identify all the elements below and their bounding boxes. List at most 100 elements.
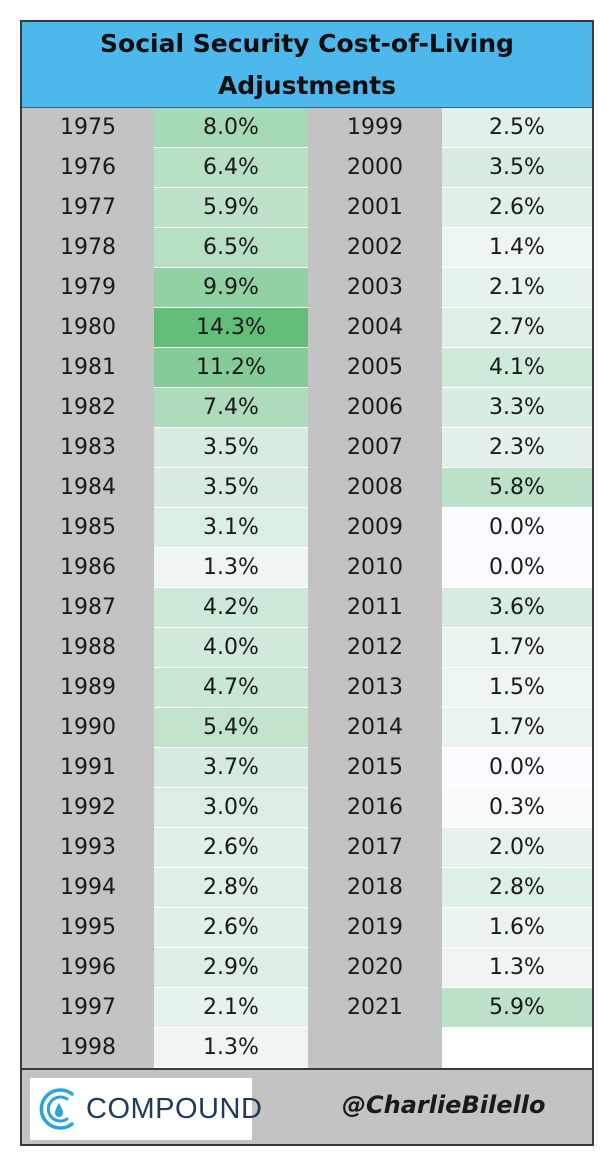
year-cell: 2015 <box>308 748 442 788</box>
year-cell: 2013 <box>308 668 442 708</box>
year-cell: 2021 <box>308 988 442 1028</box>
cola-value-cell: 4.0% <box>154 628 308 668</box>
cola-value-cell: 2.6% <box>154 908 308 948</box>
year-cell: 2004 <box>308 308 442 348</box>
cola-value-cell: 5.8% <box>442 468 592 508</box>
cola-value-cell: 3.5% <box>154 428 308 468</box>
cola-value-cell: 0.3% <box>442 788 592 828</box>
cola-value-cell: 1.4% <box>442 228 592 268</box>
year-cell: 2009 <box>308 508 442 548</box>
cola-value-cell: 1.6% <box>442 908 592 948</box>
year-cell: 2012 <box>308 628 442 668</box>
author-handle: @CharlieBilello <box>342 1091 546 1119</box>
cola-value-cell: 2.8% <box>442 868 592 908</box>
year-cell: 1983 <box>22 428 154 468</box>
cola-value-cell: 2.1% <box>154 988 308 1028</box>
year-cell: 2006 <box>308 388 442 428</box>
year-cell: 1987 <box>22 588 154 628</box>
cola-value-cell: 1.3% <box>154 1028 308 1068</box>
title-line-2: Adjustments <box>217 71 397 100</box>
cola-value-cell: 0.0% <box>442 548 592 588</box>
cola-table: Social Security Cost-of-Living Adjustmen… <box>20 20 594 1146</box>
cola-value-cell: 4.1% <box>442 348 592 388</box>
cola-value-cell: 1.5% <box>442 668 592 708</box>
year-cell: 1975 <box>22 108 154 148</box>
year-cell: 1989 <box>22 668 154 708</box>
year-cell: 1995 <box>22 908 154 948</box>
cola-value-cell: 3.7% <box>154 748 308 788</box>
year-cell: 1996 <box>22 948 154 988</box>
year-cell: 1998 <box>22 1028 154 1068</box>
cola-value-cell: 3.6% <box>442 588 592 628</box>
cola-value-cell: 2.7% <box>442 308 592 348</box>
year-cell: 2002 <box>308 228 442 268</box>
title-line-1: Social Security Cost-of-Living <box>100 29 514 58</box>
year-cell: 1994 <box>22 868 154 908</box>
year-cell: 2005 <box>308 348 442 388</box>
year-cell: 1981 <box>22 348 154 388</box>
cola-value-cell: 3.5% <box>442 148 592 188</box>
year-cell: 2019 <box>308 908 442 948</box>
cola-value-cell: 3.5% <box>154 468 308 508</box>
cola-value-cell: 7.4% <box>154 388 308 428</box>
year-cell: 1976 <box>22 148 154 188</box>
year-cell: 2018 <box>308 868 442 908</box>
year-cell: 1984 <box>22 468 154 508</box>
year-cell: 1997 <box>22 988 154 1028</box>
year-cell: 1999 <box>308 108 442 148</box>
cola-value-cell: 2.8% <box>154 868 308 908</box>
cola-value-cell: 5.9% <box>442 988 592 1028</box>
cola-value-cell: 8.0% <box>154 108 308 148</box>
cola-value-cell: 1.3% <box>154 548 308 588</box>
year-cell: 1992 <box>22 788 154 828</box>
cola-value-cell: 0.0% <box>442 508 592 548</box>
cola-value-cell: 9.9% <box>154 268 308 308</box>
cola-value-cell: 3.3% <box>442 388 592 428</box>
cola-value-cell: 1.7% <box>442 708 592 748</box>
year-cell: 1988 <box>22 628 154 668</box>
cola-value-cell: 5.4% <box>154 708 308 748</box>
cola-value-cell: 6.4% <box>154 148 308 188</box>
footer: COMPOUND @CharlieBilello <box>22 1068 592 1144</box>
cola-value-cell: 5.9% <box>154 188 308 228</box>
year-cell: 2014 <box>308 708 442 748</box>
year-cell: 2016 <box>308 788 442 828</box>
cola-value-cell: 2.6% <box>442 188 592 228</box>
year-cell: 1982 <box>22 388 154 428</box>
table-body: 1975 8.0% 1976 6.4% 1977 5.9% 1978 6.5% 1979 9.9%… <box>22 108 592 1068</box>
cola-value-cell: 2.0% <box>442 828 592 868</box>
year-cell: 2010 <box>308 548 442 588</box>
cola-value-cell: 14.3% <box>154 308 308 348</box>
year-cell: 2020 <box>308 948 442 988</box>
table-title: Social Security Cost-of-Living Adjustmen… <box>22 22 592 108</box>
cola-value-cell: 2.6% <box>154 828 308 868</box>
cola-value-cell: 11.2% <box>154 348 308 388</box>
year-cell: 2007 <box>308 428 442 468</box>
cola-value-cell: 2.5% <box>442 108 592 148</box>
year-cell: 1977 <box>22 188 154 228</box>
cola-value-cell: 6.5% <box>154 228 308 268</box>
year-cell: 1978 <box>22 228 154 268</box>
year-cell: 1986 <box>22 548 154 588</box>
year-cell: 2011 <box>308 588 442 628</box>
year-cell: 1980 <box>22 308 154 348</box>
compound-logo-icon <box>39 1088 74 1130</box>
year-cell: 1993 <box>22 828 154 868</box>
cola-value-cell: 1.7% <box>442 628 592 668</box>
cola-value-cell: 3.0% <box>154 788 308 828</box>
year-cell: 1990 <box>22 708 154 748</box>
cola-value-cell: 2.1% <box>442 268 592 308</box>
year-cell: 2000 <box>308 148 442 188</box>
cola-value-cell: 1.3% <box>442 948 592 988</box>
cola-value-cell: 2.9% <box>154 948 308 988</box>
year-cell: 1991 <box>22 748 154 788</box>
cola-value-cell: 4.7% <box>154 668 308 708</box>
cola-value-cell: 2.3% <box>442 428 592 468</box>
compound-logo-text: COMPOUND <box>86 1093 263 1125</box>
year-cell: 2001 <box>308 188 442 228</box>
cola-value-cell: 3.1% <box>154 508 308 548</box>
year-cell: 1979 <box>22 268 154 308</box>
year-cell: 2003 <box>308 268 442 308</box>
cola-value-cell: 4.2% <box>154 588 308 628</box>
year-cell: 1985 <box>22 508 154 548</box>
